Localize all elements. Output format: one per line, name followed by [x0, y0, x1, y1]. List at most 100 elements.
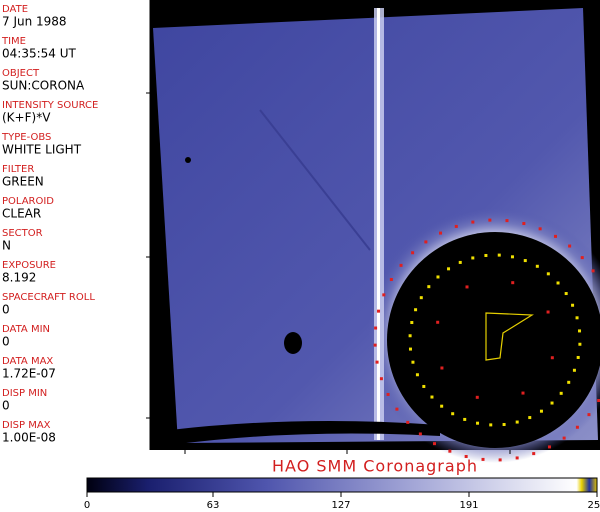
overlay-dot — [436, 275, 440, 279]
overlay-dot — [510, 255, 514, 259]
overlay-dots — [373, 218, 600, 462]
overlay-dot — [436, 320, 440, 324]
overlay-dot — [408, 334, 412, 338]
overlay-dot — [532, 452, 536, 456]
overlay-dot — [580, 256, 584, 260]
overlay-dot — [418, 432, 422, 436]
overlay-dot — [559, 391, 563, 395]
overlay-dot — [528, 416, 532, 420]
overlay-dot — [433, 442, 437, 446]
field-value: 8.192 — [2, 271, 36, 285]
overlay-dot — [419, 296, 423, 300]
overlay-dot — [386, 392, 390, 396]
overlay-dot — [389, 278, 393, 282]
field-label: OBJECT — [2, 68, 40, 79]
overlay-dot — [422, 384, 426, 388]
overlay-dot — [575, 316, 579, 320]
field-value: WHITE LIGHT — [2, 143, 82, 157]
overlay-dot — [521, 391, 525, 395]
overlay-dot — [515, 456, 519, 460]
overlay-dot — [464, 454, 468, 458]
overlay-dot — [463, 417, 467, 421]
overlay-dot — [448, 449, 452, 453]
overlay-dot — [399, 263, 403, 267]
overlay-dot — [374, 326, 378, 330]
field-label: DISP MIN — [2, 388, 47, 399]
colorbar-tick-label: 63 — [207, 500, 220, 511]
overlay-dot — [547, 445, 551, 449]
overlay-dot — [546, 272, 550, 276]
pylon — [170, 421, 440, 445]
spot — [185, 157, 191, 163]
overlay-dot — [556, 281, 560, 285]
field-value: 0 — [2, 335, 10, 349]
overlay-dot — [578, 329, 582, 333]
overlay-dot — [424, 240, 428, 244]
field-label: SECTOR — [2, 228, 43, 239]
colorbar-tick-label: 0 — [84, 500, 90, 511]
field-value: 1.72E-07 — [2, 367, 56, 381]
overlay-dot — [395, 407, 399, 411]
overlay-dot — [515, 420, 519, 424]
overlay-dot — [427, 285, 431, 289]
overlay-dot — [511, 281, 515, 285]
overlay-dot — [576, 355, 580, 359]
overlay-dot — [502, 423, 506, 427]
sun-outline — [485, 312, 534, 361]
overlay-dot — [408, 347, 412, 351]
field-label: SPACECRAFT ROLL — [2, 292, 95, 303]
overlay-dot — [465, 285, 469, 289]
streak-core — [377, 8, 380, 440]
overlay-dot — [377, 309, 381, 313]
overlay-dot — [539, 409, 543, 413]
overlay-dot — [591, 269, 595, 273]
field-label: FILTER — [2, 164, 34, 175]
overlay-dot — [553, 234, 557, 238]
overlay-dot — [550, 401, 554, 405]
overlay-dot — [481, 457, 485, 461]
field-value: 7 Jun 1988 — [2, 15, 67, 29]
overlay-dot — [550, 356, 554, 360]
overlay-dot — [505, 219, 509, 223]
overlay-dot — [546, 310, 550, 314]
overlay-dot — [440, 404, 444, 408]
overlay-dot — [451, 412, 455, 416]
field-value: CLEAR — [2, 207, 41, 221]
colorbar-tick-label: 255 — [587, 500, 600, 511]
overlay-dot — [597, 398, 600, 402]
field-label: TYPE-OBS — [1, 132, 51, 143]
title: HAO SMM Coronagraph — [272, 457, 478, 476]
overlay-dot — [575, 425, 579, 429]
overlay-dot — [439, 231, 443, 235]
overlay-dot — [458, 260, 462, 264]
overlay-dot — [373, 343, 377, 347]
overlay-dot — [587, 413, 591, 417]
overlay-dot — [567, 380, 571, 384]
overlay-dot — [572, 368, 576, 372]
overlay-dot — [411, 360, 415, 364]
overlay-dot — [414, 308, 418, 312]
field-label: EXPOSURE — [2, 260, 56, 271]
field-value: 0 — [2, 399, 10, 413]
overlay-dot — [578, 342, 582, 346]
frame-ticks — [146, 92, 511, 454]
overlay-dot — [471, 220, 475, 224]
overlay-dot — [471, 256, 475, 260]
spot — [284, 332, 302, 354]
overlay-dot — [379, 377, 383, 381]
overlay-dot — [476, 421, 480, 425]
overlay-dot — [430, 395, 434, 399]
overlay-dot — [523, 259, 527, 263]
overlay-dot — [568, 244, 572, 248]
overlay-dot — [411, 251, 415, 255]
overlay-dot — [406, 420, 410, 424]
field-value: 04:35:54 UT — [2, 47, 76, 61]
overlay-dot — [538, 227, 542, 231]
field-label: INTENSITY SOURCE — [2, 100, 98, 111]
field-value: 1.00E-08 — [2, 431, 56, 445]
overlay-dot — [375, 360, 379, 364]
field-value: (K+F)*V — [2, 111, 51, 125]
field-label: DATE — [2, 4, 28, 15]
